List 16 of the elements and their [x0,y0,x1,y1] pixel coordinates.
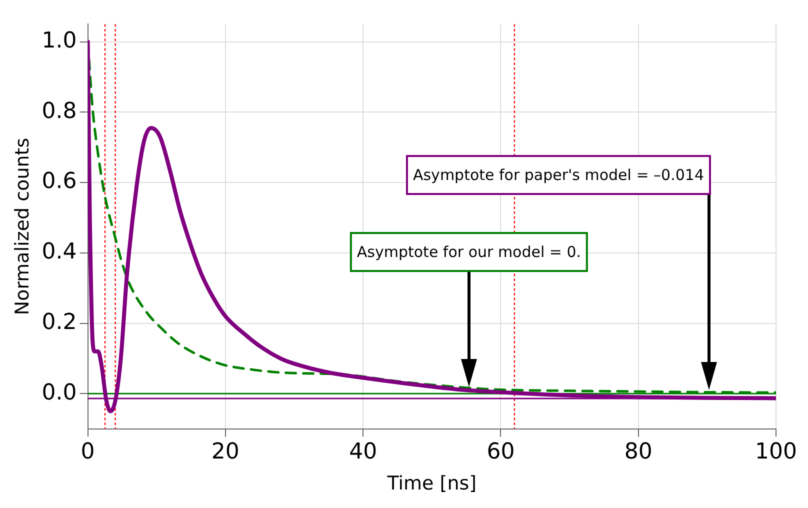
y-tick-label: 0.4 [42,240,77,265]
annotation: Asymptote for our model = 0. [350,232,588,272]
y-tick-label: 1.0 [42,28,77,54]
x-axis-title: Time [ns] [386,472,477,495]
y-tick-label: 0.0 [42,380,77,406]
x-tick-label: 80 [624,440,652,465]
annotation: Asymptote for paper's model = –0.014 [406,155,711,195]
x-tick-label: 40 [349,440,378,465]
y-tick-label: 0.8 [42,98,77,124]
x-tick-label: 0 [80,440,95,465]
x-tick-label: 20 [211,440,240,465]
y-tick-label: 0.2 [42,310,77,335]
y-tick-label: 0.6 [42,169,77,194]
x-tick-label: 100 [755,440,798,465]
y-axis-title: Normalized counts [11,138,34,316]
x-tick-label: 60 [486,440,515,465]
